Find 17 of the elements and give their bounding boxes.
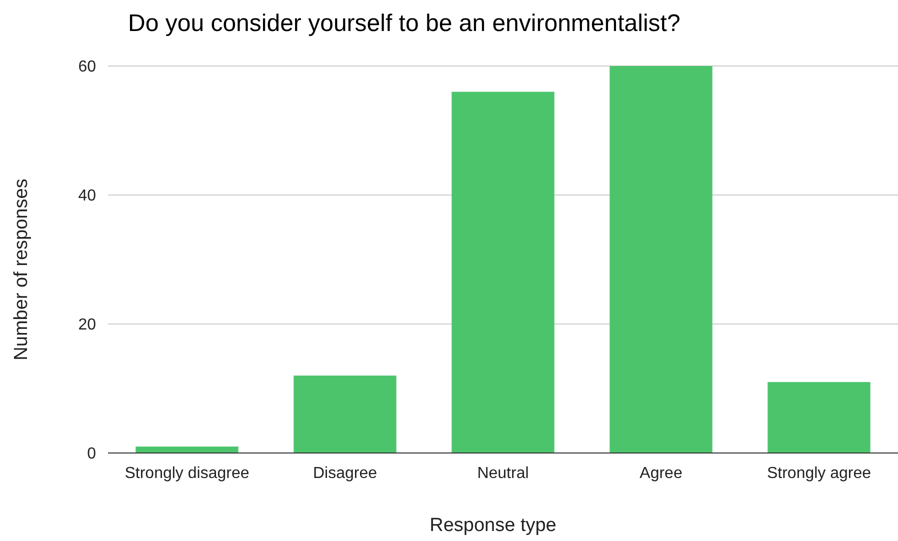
bar	[452, 92, 554, 453]
y-tick-label: 20	[78, 316, 96, 334]
bar	[294, 376, 396, 453]
x-tick-label: Strongly disagree	[124, 465, 250, 482]
y-tick-label: 0	[87, 446, 96, 463]
chart-title: Do you consider yourself to be an environmentalist?	[128, 10, 680, 37]
y-tick-label: 60	[78, 58, 96, 76]
y-axis-title: Number of responses	[11, 178, 32, 360]
bar	[768, 382, 870, 453]
x-axis-title: Response type	[430, 515, 556, 536]
x-tick-label: Neutral	[477, 465, 529, 482]
y-tick-label: 40	[78, 188, 96, 205]
x-tick-label: Agree	[640, 465, 682, 482]
bar	[610, 66, 712, 453]
x-tick-label: Disagree	[312, 465, 378, 482]
x-tick-label: Strongly agree	[766, 465, 872, 482]
bar	[136, 446, 238, 453]
